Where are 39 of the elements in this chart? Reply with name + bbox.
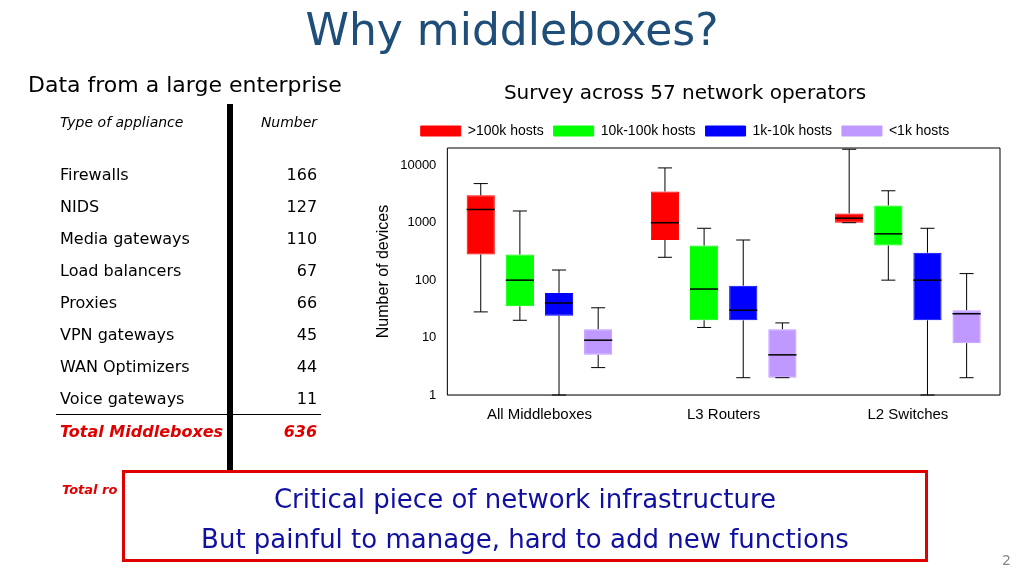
chart-title: Survey across 57 network operators bbox=[503, 80, 867, 105]
category-label: VPN gateways bbox=[59, 323, 176, 346]
data-label: 45 bbox=[230, 318, 322, 350]
x-tick-label: All Middleboxes bbox=[486, 405, 592, 423]
text: Total ro bbox=[62, 482, 118, 497]
text: Data from a large enterprise bbox=[28, 72, 342, 97]
category-label: Firewalls bbox=[59, 163, 130, 186]
legend-label: >100k hosts bbox=[467, 121, 544, 138]
category-label: Proxies bbox=[59, 291, 118, 314]
x-tick-label: L2 Switches bbox=[867, 405, 949, 423]
legend-label: 1k-10k hosts bbox=[752, 121, 832, 138]
data-label: 66 bbox=[230, 286, 322, 318]
data-label: 11 bbox=[230, 382, 322, 415]
legend-label: <1k hosts bbox=[888, 121, 950, 138]
text: 2 bbox=[1002, 552, 1011, 568]
x-tick-label: L3 Routers bbox=[686, 405, 761, 423]
category-label: Total Middleboxes bbox=[56, 414, 231, 447]
callout-box: Critical piece of network infrastructure But painful to manage, hard to add new functions bbox=[122, 470, 928, 562]
y-tick-label: 1 bbox=[429, 386, 437, 402]
text: Type of appliance bbox=[59, 113, 185, 132]
y-tick-label: 100 bbox=[414, 271, 437, 287]
category-label: Load balancers bbox=[59, 259, 183, 282]
data-label: 127 bbox=[230, 190, 322, 222]
data-label: 166 bbox=[230, 158, 322, 190]
category-label: WAN Optimizers bbox=[59, 355, 191, 378]
y-axis-title: Number of devices bbox=[374, 204, 392, 339]
category-label: Media gateways bbox=[59, 227, 191, 250]
category-label: NIDS bbox=[59, 195, 101, 218]
text: Why middleboxes? bbox=[304, 4, 720, 55]
y-tick-label: 10000 bbox=[400, 156, 437, 172]
data-label: 67 bbox=[230, 254, 322, 286]
category-label: Voice gateways bbox=[59, 387, 186, 410]
data-label: 44 bbox=[230, 350, 322, 382]
y-tick-label: 10 bbox=[421, 329, 437, 345]
legend-label: 10k-100k hosts bbox=[600, 121, 696, 138]
data-label: 636 bbox=[230, 414, 322, 447]
y-tick-label: 1000 bbox=[407, 214, 437, 230]
text: Number bbox=[230, 104, 322, 140]
data-label: 110 bbox=[230, 222, 322, 254]
